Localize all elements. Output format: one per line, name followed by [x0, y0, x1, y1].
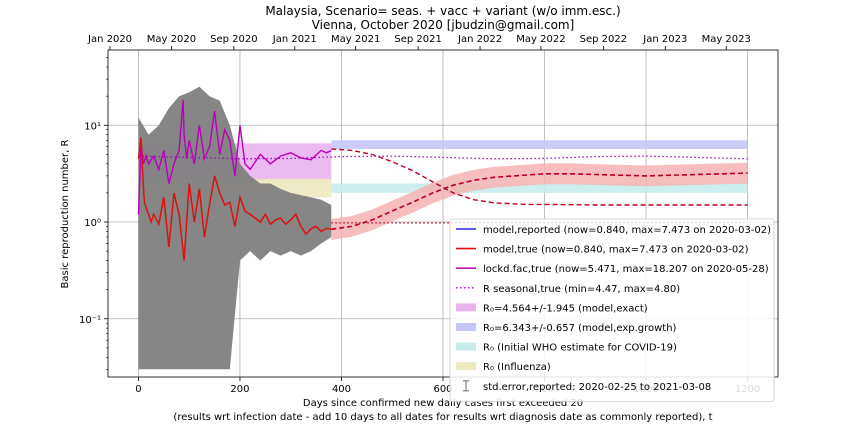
legend-entry: lockd.fac,true (now=5.471, max=18.207 on…: [456, 264, 769, 275]
top-axis-label: Jan 2022: [457, 34, 502, 45]
legend-label: R₀=4.564+/-1.945 (model,exact): [483, 303, 648, 314]
legend-label: R seasonal,true (min=4.47, max=4.80): [483, 284, 680, 295]
legend-entry: R₀=6.343+/-0.657 (model,exp.growth): [456, 323, 677, 334]
legend-label: R₀ (Influenza): [483, 362, 551, 373]
top-axis-label: Sep 2021: [394, 34, 441, 45]
x-tick-label: 200: [230, 384, 249, 395]
top-axis-label: Jan 2021: [272, 34, 317, 45]
chart-title-line1: Malaysia, Scenario= seas. + vacc + varia…: [265, 4, 620, 18]
y-tick-label: 10¹: [84, 121, 101, 132]
top-axis-label: May 2021: [331, 34, 380, 45]
x-axis-label-line1: Days since confirmed new daily cases fir…: [303, 398, 583, 409]
legend-entry: model,true (now=0.840, max=7.473 on 2020…: [456, 245, 749, 256]
chart-title-line2: Vienna, October 2020 [jbudzin@gmail.com]: [312, 18, 575, 32]
legend: model,reported (now=0.840, max=7.473 on …: [449, 218, 775, 402]
y-axis: 10⁻¹ 10⁰ 10¹: [79, 57, 108, 370]
model-true-line: [137, 137, 332, 261]
legend-entry: std.error,reported: 2020-02-25 to 2021-0…: [463, 380, 711, 393]
top-axis-label: Jan 2023: [642, 34, 687, 45]
legend-entry: R seasonal,true (min=4.47, max=4.80): [456, 284, 680, 295]
lockdown-true-line: [137, 100, 332, 215]
top-axis-label: May 2023: [702, 34, 751, 45]
band-R0_expgrowth: [331, 140, 748, 149]
legend-label: R₀ (Initial WHO estimate for COVID-19): [483, 343, 677, 354]
x-tick-label: 400: [332, 384, 351, 395]
legend-label: R₀=6.343+/-0.657 (model,exp.growth): [483, 323, 677, 334]
plot-area: [108, 50, 778, 377]
y-tick-label: 10⁰: [84, 218, 101, 229]
top-date-axis: Jan 2020 May 2020 Sep 2020 Jan 2021 May 2021…: [87, 34, 751, 50]
band-R0_who: [331, 183, 748, 193]
legend-label: std.error,reported: 2020-02-25 to 2021-0…: [483, 382, 711, 393]
legend-entry: R₀=4.564+/-1.945 (model,exact): [456, 303, 648, 314]
legend-label: lockd.fac,true (now=5.471, max=18.207 on…: [483, 264, 769, 275]
legend-entry: R₀ (Influenza): [456, 362, 551, 373]
legend-patch-swatch: [456, 323, 476, 331]
y-axis-label: Basic reproduction number, R: [60, 139, 71, 288]
top-axis-label: Jan 2020: [87, 34, 132, 45]
seasonal-line: [138, 155, 748, 160]
x-tick-label: 600: [433, 384, 452, 395]
legend-entry: model,reported (now=0.840, max=7.473 on …: [456, 225, 771, 236]
lockdown-projection-line: [331, 148, 748, 206]
legend-entry: R₀ (Initial WHO estimate for COVID-19): [456, 342, 677, 354]
legend-patch-swatch: [456, 342, 476, 351]
y-tick-label: 10⁻¹: [79, 315, 101, 326]
model-projection-line: [331, 172, 748, 231]
top-axis-label: May 2022: [516, 34, 565, 45]
top-axis-label: Sep 2020: [210, 34, 257, 45]
legend-patch-swatch: [456, 303, 476, 312]
future-uncertainty-band: [331, 162, 748, 240]
legend-label: model,reported (now=0.840, max=7.473 on …: [483, 225, 771, 236]
x-axis-label-line2: (results wrt infection date - add 10 day…: [173, 412, 712, 423]
legend-label: model,true (now=0.840, max=7.473 on 2020…: [483, 245, 749, 256]
top-axis-label: Sep 2022: [580, 34, 627, 45]
legend-patch-swatch: [456, 362, 476, 371]
legend-box: [449, 218, 775, 402]
top-axis-label: May 2020: [147, 34, 196, 45]
x-tick-label: 0: [135, 384, 141, 395]
